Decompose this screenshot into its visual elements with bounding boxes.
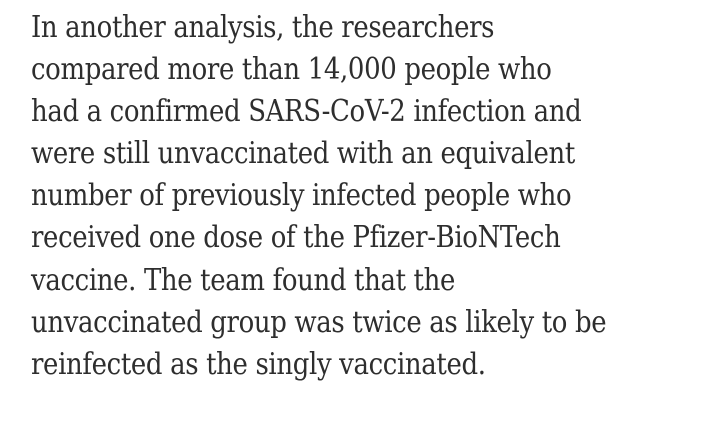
paragraph-line: vaccine. The team found that the [31, 262, 456, 297]
paragraph-line: had a confirmed SARS-CoV-2 infection and [31, 94, 582, 129]
article-paragraph: In another analysis, the researchers com… [31, 6, 711, 385]
paragraph-line: In another analysis, the researchers [31, 10, 495, 44]
paragraph-line: number of previously infected people who [31, 178, 572, 213]
paragraph-line: compared more than 14,000 people who [31, 52, 552, 87]
paragraph-line: unvaccinated group was twice as likely t… [31, 304, 607, 339]
paragraph-line: were still unvaccinated with an equivale… [31, 136, 575, 171]
paragraph-line: reinfected as the singly vaccinated. [31, 346, 486, 381]
paragraph-line: received one dose of the Pfizer-BioNTech [31, 220, 561, 255]
